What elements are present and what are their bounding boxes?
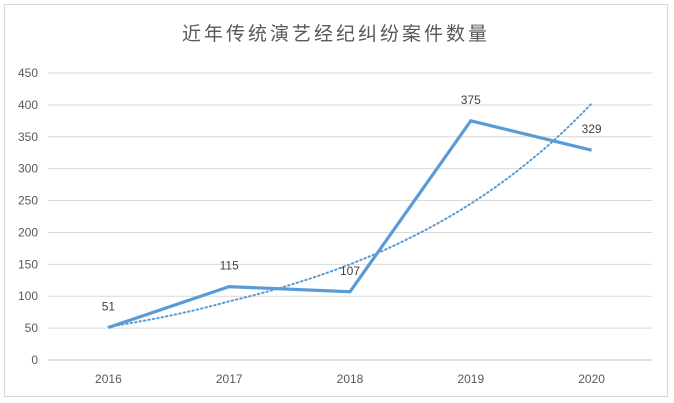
data-label: 107 [340, 264, 360, 278]
y-tick-label: 50 [25, 321, 39, 335]
chart-title: 近年传统演艺经纪纠纷案件数量 [181, 23, 490, 45]
x-tick-label: 2017 [216, 372, 243, 386]
y-tick-label: 200 [18, 225, 38, 239]
y-tick-label: 450 [18, 66, 38, 80]
data-label: 51 [102, 299, 116, 313]
x-tick-label: 2016 [95, 372, 122, 386]
y-tick-label: 100 [18, 289, 38, 303]
data-label: 375 [461, 93, 481, 107]
x-tick-label: 2018 [337, 372, 364, 386]
y-axis-ticks: 0 50 100 150 200 250 300 350 400 450 [18, 66, 38, 367]
y-tick-label: 350 [18, 130, 38, 144]
y-tick-label: 250 [18, 194, 38, 208]
data-labels: 51 115 107 375 329 [102, 93, 602, 328]
y-tick-label: 0 [31, 353, 38, 367]
data-label: 329 [582, 122, 602, 136]
data-label: 115 [220, 259, 239, 273]
trendline [107, 102, 593, 328]
y-tick-label: 400 [18, 98, 38, 112]
y-tick-label: 150 [18, 257, 38, 271]
x-axis-ticks: 2016 2017 2018 2019 2020 [95, 372, 605, 386]
x-tick-label: 2020 [578, 372, 605, 386]
gridlines [48, 72, 652, 361]
x-tick-label: 2019 [457, 372, 484, 386]
y-tick-label: 300 [18, 162, 38, 176]
